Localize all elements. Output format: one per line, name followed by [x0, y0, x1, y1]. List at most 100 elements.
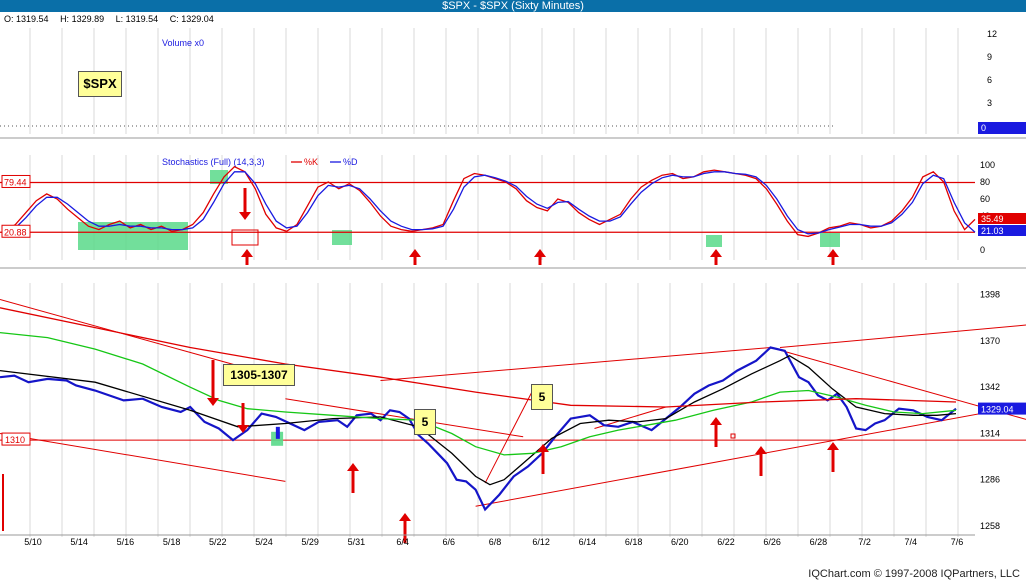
last-d-label: 21.03 — [981, 226, 1004, 236]
price-small-marker — [730, 433, 736, 439]
volume-y-tick: 12 — [987, 29, 997, 39]
x-tick-label: 6/6 — [443, 537, 456, 547]
x-tick-label: 5/10 — [24, 537, 42, 547]
volume-title: Volume x0 — [162, 38, 204, 48]
volume-y-tick: 3 — [987, 98, 992, 108]
stochastics-y-tick: 60 — [980, 194, 990, 204]
trend-line — [285, 398, 524, 438]
annotation-wave-5-b: 5 — [531, 384, 553, 410]
sma_red-series — [0, 307, 957, 408]
last-k-label: 35.49 — [981, 214, 1004, 224]
stochastics-title: Stochastics (Full) (14,3,3) — [162, 157, 265, 167]
stochastics-y-tick: 100 — [980, 160, 995, 170]
trend-line — [484, 390, 534, 484]
price-up-arrow-head — [347, 463, 359, 471]
overbought-label: 79.44 — [4, 177, 27, 187]
stochastics-up-arrow-head — [534, 249, 546, 257]
x-tick-label: 6/4 — [396, 537, 409, 547]
close-value: C: 1329.04 — [169, 14, 214, 24]
stochastics-outline-box — [231, 229, 259, 246]
price-up-arrow-head — [710, 417, 722, 425]
copyright-footer: IQChart.com © 1997-2008 IQPartners, LLC — [808, 568, 1020, 580]
price-y-tick: 1286 — [980, 475, 1000, 485]
x-tick-label: 5/18 — [163, 537, 181, 547]
legend-d-label: %D — [343, 157, 358, 167]
price-panel: 1398 1370 1342 1314 1286 1258 1329.04 1310 — [0, 283, 1026, 543]
x-tick-label: 5/31 — [348, 537, 366, 547]
annotation-wave-5-a: 5 — [414, 409, 436, 435]
stochastics-highlight-box — [332, 230, 352, 245]
x-tick-label: 6/20 — [671, 537, 689, 547]
volume-y-tick: 9 — [987, 52, 992, 62]
stochastics-down-arrow-head — [239, 212, 251, 220]
stochastic-d-line — [4, 171, 976, 235]
oversold-label-box — [1, 224, 31, 238]
legend-k-label: %K — [304, 157, 318, 167]
symbol-badge-text: $SPX — [83, 76, 117, 91]
x-tick-label: 5/24 — [255, 537, 273, 547]
price-y-tick: 1342 — [980, 382, 1000, 392]
price-highlight-bar — [275, 426, 280, 439]
stochastics-y-tick: 0 — [980, 245, 985, 255]
x-tick-label: 5/22 — [209, 537, 227, 547]
price-y-tick: 1314 — [980, 428, 1000, 438]
price-up-arrow-head — [399, 513, 411, 521]
stochastics-highlight-box — [210, 170, 228, 184]
annotation-wave-5-b-text: 5 — [538, 390, 546, 404]
last-price-badge — [978, 402, 1026, 415]
volume-last-label: 0 — [981, 123, 986, 133]
price-y-tick: 1398 — [980, 290, 1000, 300]
stochastics-up-arrow-head — [827, 249, 839, 257]
x-tick-label: 5/29 — [301, 537, 319, 547]
stochastics-up-arrow-head — [710, 249, 722, 257]
left-price-label-box — [1, 432, 31, 446]
x-tick-label: 6/8 — [489, 537, 502, 547]
x-tick-label: 6/28 — [810, 537, 828, 547]
price-series — [0, 346, 957, 512]
sma_green-series — [0, 331, 957, 456]
oversold-label: 20.88 — [4, 227, 27, 237]
left-price-label: 1310 — [5, 435, 25, 445]
trend-line — [0, 432, 286, 482]
price-up-arrow-head — [537, 444, 549, 452]
stochastics-y-tick: 80 — [980, 177, 990, 187]
stochastics-highlight-box — [820, 233, 840, 247]
trend-line — [779, 324, 1026, 348]
high-value: H: 1329.89 — [60, 14, 105, 24]
stochastics-up-arrow-head — [409, 249, 421, 257]
trend-line — [380, 346, 771, 382]
low-value: L: 1319.54 — [115, 14, 159, 24]
price-down-arrow-head — [207, 398, 219, 406]
price-up-arrow-head — [827, 442, 839, 450]
ohlc-readout: O: 1319.54 H: 1329.89 L: 1319.54 C: 1329… — [4, 13, 223, 25]
x-tick-label: 7/4 — [905, 537, 918, 547]
x-tick-label: 5/16 — [117, 537, 135, 547]
x-tick-label: 6/22 — [717, 537, 735, 547]
last-price-label: 1329.04 — [981, 405, 1014, 415]
annotation-target-range-text: 1305-1307 — [230, 368, 288, 382]
x-tick-label: 6/12 — [532, 537, 550, 547]
overbought-label-box — [1, 174, 31, 188]
stochastics-panel: Stochastics (Full) (14,3,3) %K %D 79.44 20.8… — [0, 155, 1026, 269]
price-down-arrow-head — [237, 425, 249, 433]
chart-title-bar: $SPX - $SPX (Sixty Minutes) — [0, 0, 1026, 12]
x-tick-label: 6/14 — [579, 537, 597, 547]
volume-last-badge — [978, 122, 1026, 134]
window-title: $SPX - $SPX (Sixty Minutes) — [442, 0, 584, 12]
trend-line — [770, 346, 1026, 420]
stochastics-up-arrow-head — [241, 249, 253, 257]
x-axis: 5/10 5/14 5/16 5/18 5/22 5/24 5/29 5/31 6/4 6/6 6/… — [0, 534, 975, 547]
x-tick-label: 6/18 — [625, 537, 643, 547]
sma_black-series — [0, 354, 957, 486]
volume-y-tick: 6 — [987, 75, 992, 85]
x-tick-label: 7/2 — [858, 537, 871, 547]
stochastics-highlight-box — [706, 235, 722, 247]
price-y-tick: 1370 — [980, 336, 1000, 346]
trend-line — [475, 404, 1026, 507]
x-tick-label: 5/14 — [70, 537, 88, 547]
annotation-target-range: 1305-1307 — [223, 364, 295, 386]
x-tick-label: 7/6 — [951, 537, 964, 547]
price-y-tick: 1258 — [980, 521, 1000, 531]
annotation-wave-5-a-text: 5 — [421, 415, 429, 429]
